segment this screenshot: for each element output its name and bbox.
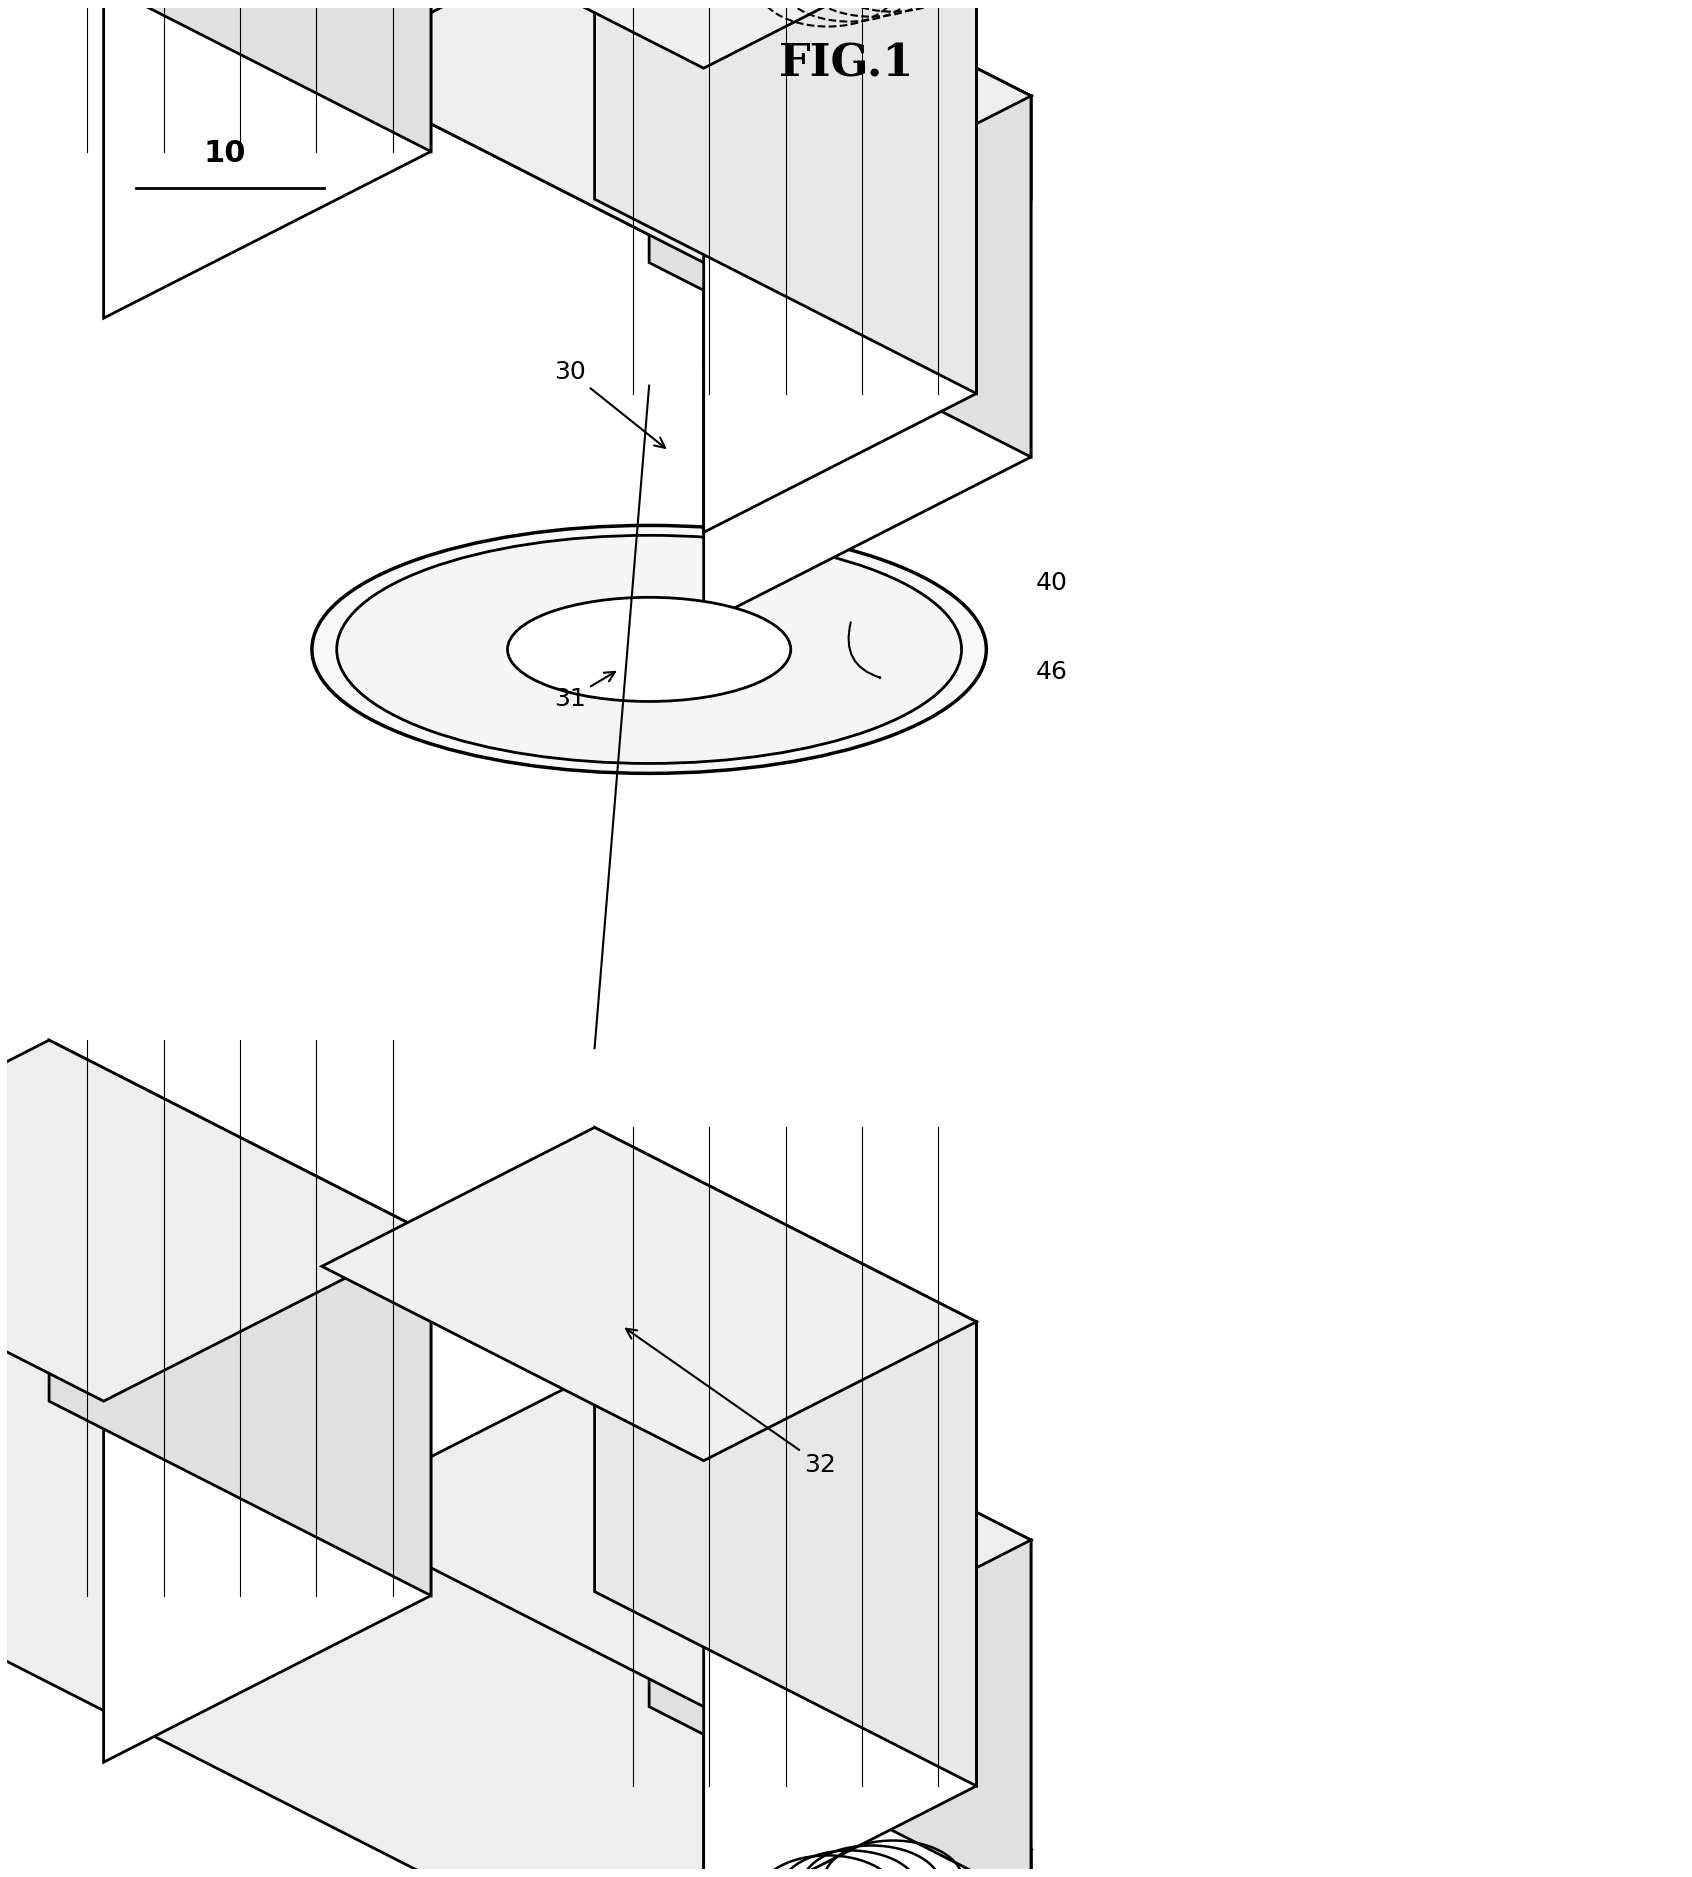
Polygon shape xyxy=(704,1849,1030,1877)
Text: 40: 40 xyxy=(1036,571,1068,595)
Polygon shape xyxy=(103,0,431,317)
Polygon shape xyxy=(704,96,1030,366)
Polygon shape xyxy=(704,96,1030,623)
Polygon shape xyxy=(594,0,976,394)
Polygon shape xyxy=(704,0,976,533)
Polygon shape xyxy=(103,1235,431,1763)
Polygon shape xyxy=(22,1336,1030,1877)
Polygon shape xyxy=(0,1336,1030,1877)
Ellipse shape xyxy=(311,526,986,773)
Polygon shape xyxy=(321,1128,976,1460)
Polygon shape xyxy=(650,1346,1030,1877)
Polygon shape xyxy=(704,1321,976,1877)
Polygon shape xyxy=(321,0,1030,263)
Polygon shape xyxy=(594,1128,976,1787)
Polygon shape xyxy=(321,1346,1030,1706)
Polygon shape xyxy=(49,1040,431,1595)
Polygon shape xyxy=(0,1040,431,1400)
Text: 30: 30 xyxy=(553,360,665,449)
Polygon shape xyxy=(49,0,431,152)
Polygon shape xyxy=(704,1539,1030,1877)
Ellipse shape xyxy=(337,535,961,764)
Text: FIG.1: FIG.1 xyxy=(778,43,914,86)
Text: 31: 31 xyxy=(553,672,614,711)
FancyArrowPatch shape xyxy=(849,623,880,678)
Polygon shape xyxy=(321,0,976,68)
Ellipse shape xyxy=(508,597,790,702)
Polygon shape xyxy=(650,0,1030,456)
Polygon shape xyxy=(0,0,1030,263)
Text: 32: 32 xyxy=(626,1329,836,1477)
Text: 46: 46 xyxy=(1036,661,1068,683)
Polygon shape xyxy=(22,0,1030,199)
Text: 10: 10 xyxy=(205,139,247,169)
